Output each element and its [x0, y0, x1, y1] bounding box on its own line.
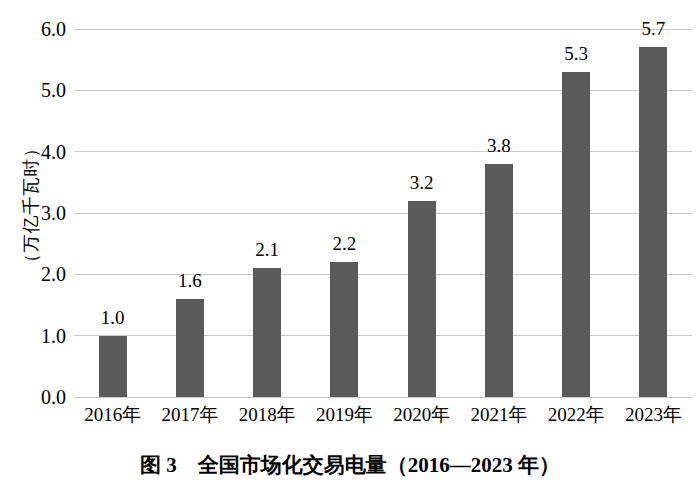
gridline: [74, 213, 692, 214]
bar: [330, 262, 358, 397]
gridline: [74, 29, 692, 30]
bar: [408, 201, 436, 397]
x-tick-label: 2017年: [151, 404, 229, 426]
x-axis: 2016年2017年2018年2019年2020年2021年2022年2023年: [74, 404, 692, 428]
bar-value-label: 1.6: [155, 271, 225, 291]
bar: [176, 299, 204, 397]
y-tick-label: 0.0: [0, 387, 66, 407]
plot-area: 1.01.62.12.23.23.85.35.7: [74, 29, 692, 397]
bar-value-label: 3.2: [387, 173, 457, 193]
bar: [485, 164, 513, 397]
bar: [639, 47, 667, 397]
y-tick-label: 1.0: [0, 326, 66, 346]
bar-value-label: 3.8: [464, 136, 534, 156]
y-tick-label: 5.0: [0, 80, 66, 100]
bar: [99, 336, 127, 397]
bar-chart-figure: （万亿千瓦时） 0.01.02.03.04.05.06.0 1.01.62.12…: [0, 0, 700, 499]
x-tick-label: 2016年: [74, 404, 152, 426]
figure-caption: 图 3 全国市场化交易电量（2016—2023 年）: [0, 452, 700, 478]
gridline: [74, 335, 692, 336]
gridline: [74, 397, 692, 398]
bar: [253, 268, 281, 397]
y-tick-label: 4.0: [0, 142, 66, 162]
gridline: [74, 151, 692, 152]
bar-value-label: 1.0: [78, 308, 148, 328]
bar-value-label: 2.2: [309, 234, 379, 254]
x-tick-label: 2022年: [537, 404, 615, 426]
bar-value-label: 5.3: [541, 44, 611, 64]
y-tick-label: 2.0: [0, 264, 66, 284]
bar-value-label: 5.7: [618, 19, 688, 39]
bar-value-label: 2.1: [232, 240, 302, 260]
x-tick-label: 2020年: [383, 404, 461, 426]
y-tick-label: 6.0: [0, 19, 66, 39]
bar: [562, 72, 590, 397]
gridline: [74, 90, 692, 91]
y-tick-label: 3.0: [0, 203, 66, 223]
x-tick-label: 2023年: [614, 404, 692, 426]
x-tick-label: 2019年: [305, 404, 383, 426]
x-tick-label: 2021年: [460, 404, 538, 426]
y-axis: 0.01.02.03.04.05.06.0: [0, 29, 66, 397]
x-tick-label: 2018年: [228, 404, 306, 426]
